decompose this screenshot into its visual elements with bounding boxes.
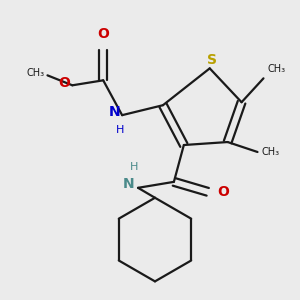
- Text: CH₃: CH₃: [268, 64, 286, 74]
- Text: H: H: [130, 162, 138, 172]
- Text: S: S: [207, 53, 217, 68]
- Text: N: N: [122, 177, 134, 191]
- Text: O: O: [97, 26, 109, 40]
- Text: H: H: [116, 125, 124, 135]
- Text: O: O: [218, 185, 230, 199]
- Text: CH₃: CH₃: [262, 147, 280, 157]
- Text: CH₃: CH₃: [26, 68, 44, 78]
- Text: N: N: [109, 105, 120, 119]
- Text: O: O: [58, 76, 70, 90]
